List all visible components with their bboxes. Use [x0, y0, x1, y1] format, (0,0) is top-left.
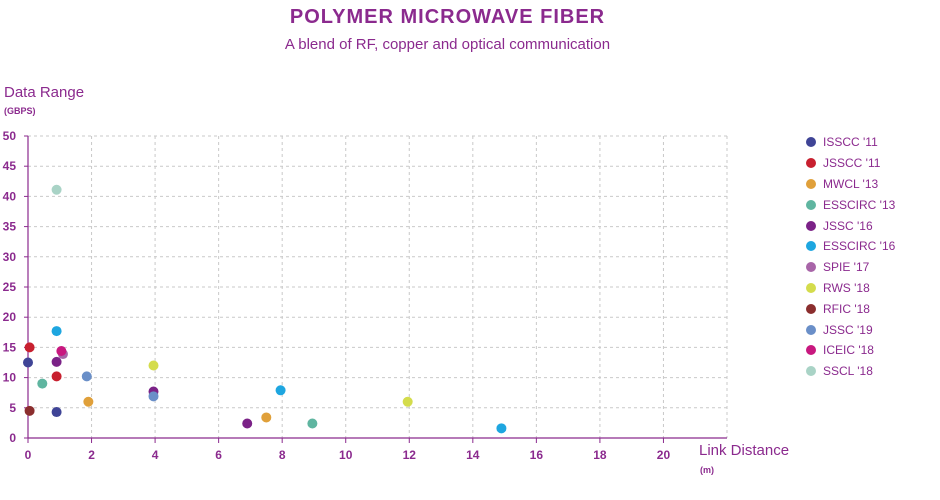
legend-item: JSSC '16 [806, 215, 895, 236]
data-point [496, 423, 507, 434]
x-tick-label: 0 [25, 448, 32, 462]
legend-label: SSCL '18 [823, 364, 873, 379]
legend-item: SPIE '17 [806, 257, 895, 278]
legend-swatch [806, 241, 816, 252]
legend-item: SSCL '18 [806, 361, 895, 382]
legend-label: ESSCIRC '13 [823, 197, 896, 212]
legend-swatch [806, 178, 816, 189]
legend-swatch [806, 262, 816, 273]
y-tick-label: 30 [3, 250, 17, 264]
legend-swatch [806, 303, 816, 314]
chart-title: POLYMER MICROWAVE FIBER [289, 6, 606, 28]
grid-lines [28, 135, 728, 438]
scatter-plot: 0 5 10 15 20 25 30 35 40 45 50 0 2 4 6 8 10 12 14 16 18 20 [3, 129, 728, 462]
data-point [51, 184, 62, 195]
x-tick-label: 18 [593, 448, 607, 462]
x-tick-label: 10 [339, 448, 353, 462]
legend-item: RFIC '18 [806, 298, 895, 319]
x-tick-label: 8 [279, 448, 286, 462]
legend-swatch [806, 158, 816, 169]
x-tick-label: 20 [657, 448, 671, 462]
y-tick-label: 35 [3, 220, 17, 234]
legend-label: ISSCC '11 [823, 135, 878, 150]
x-tick-label: 14 [466, 448, 480, 462]
data-point [275, 385, 286, 396]
legend-item: ESSCIRC '16 [806, 236, 895, 257]
legend-swatch [806, 220, 816, 231]
y-tick-label: 25 [3, 280, 17, 294]
y-tick-label: 0 [9, 431, 16, 445]
legend-item: ISSCC '11 [806, 132, 895, 153]
legend-item: RWS '18 [806, 278, 895, 299]
legend-label: ICEIC '18 [823, 343, 874, 358]
legend-label: JSSC '16 [823, 218, 873, 233]
y-axis-unit: (GBPS) [4, 106, 36, 116]
y-tick-label: 5 [9, 401, 16, 415]
data-point [51, 371, 62, 382]
legend-swatch [806, 137, 816, 148]
data-point [83, 396, 94, 407]
legend-label: RFIC '18 [823, 301, 870, 316]
data-point [24, 405, 35, 416]
data-point [56, 346, 67, 357]
x-tick-label: 4 [152, 448, 159, 462]
x-axis-label: Link Distance [699, 442, 790, 459]
legend-label: ESSCIRC '16 [823, 239, 896, 254]
data-point [242, 418, 253, 429]
x-axis-unit: (m) [700, 465, 714, 475]
y-axis-label: Data Range [4, 84, 85, 101]
legend-label: JSSCC '11 [823, 156, 881, 171]
data-point [148, 360, 159, 371]
y-tick-label: 40 [3, 189, 17, 203]
y-tick-label: 45 [3, 159, 17, 173]
data-point [261, 412, 272, 423]
legend-item: ICEIC '18 [806, 340, 895, 361]
x-tick-label: 2 [88, 448, 95, 462]
legend-swatch [806, 345, 816, 356]
axes [24, 135, 727, 443]
legend-swatch [806, 324, 816, 335]
x-tick-label: 12 [403, 448, 417, 462]
x-tick-label: 16 [530, 448, 544, 462]
legend-label: SPIE '17 [823, 260, 870, 275]
data-point [24, 342, 35, 353]
legend-item: ESSCIRC '13 [806, 194, 895, 215]
data-point [148, 391, 159, 402]
y-tick-label: 20 [3, 310, 17, 324]
x-tick-label: 6 [215, 448, 222, 462]
legend-item: JSSCC '11 [806, 153, 895, 174]
legend-swatch [806, 282, 816, 293]
legend-label: MWCL '13 [823, 176, 879, 191]
data-point [402, 396, 413, 407]
data-point [37, 378, 48, 389]
legend-item: MWCL '13 [806, 174, 895, 195]
data-point [307, 418, 318, 429]
data-point [51, 356, 62, 367]
data-point [23, 357, 33, 368]
legend-label: RWS '18 [823, 280, 870, 295]
chart-subtitle: A blend of RF, copper and optical commun… [284, 36, 611, 53]
legend: ISSCC '11 JSSCC '11 MWCL '13 ESSCIRC '13 JSS… [806, 132, 895, 382]
legend-label: JSSC '19 [823, 322, 873, 337]
data-points [23, 184, 507, 434]
data-point [51, 407, 62, 418]
data-point [51, 326, 62, 337]
legend-swatch [806, 366, 816, 377]
data-point [81, 371, 92, 382]
y-tick-label: 15 [3, 340, 17, 354]
legend-item: JSSC '19 [806, 319, 895, 340]
y-tick-label: 10 [3, 371, 17, 385]
legend-swatch [806, 199, 816, 210]
tick-labels: 0 5 10 15 20 25 30 35 40 45 50 0 2 4 6 8 10 12 14 16 18 20 [3, 129, 671, 462]
y-tick-label: 50 [3, 129, 17, 143]
